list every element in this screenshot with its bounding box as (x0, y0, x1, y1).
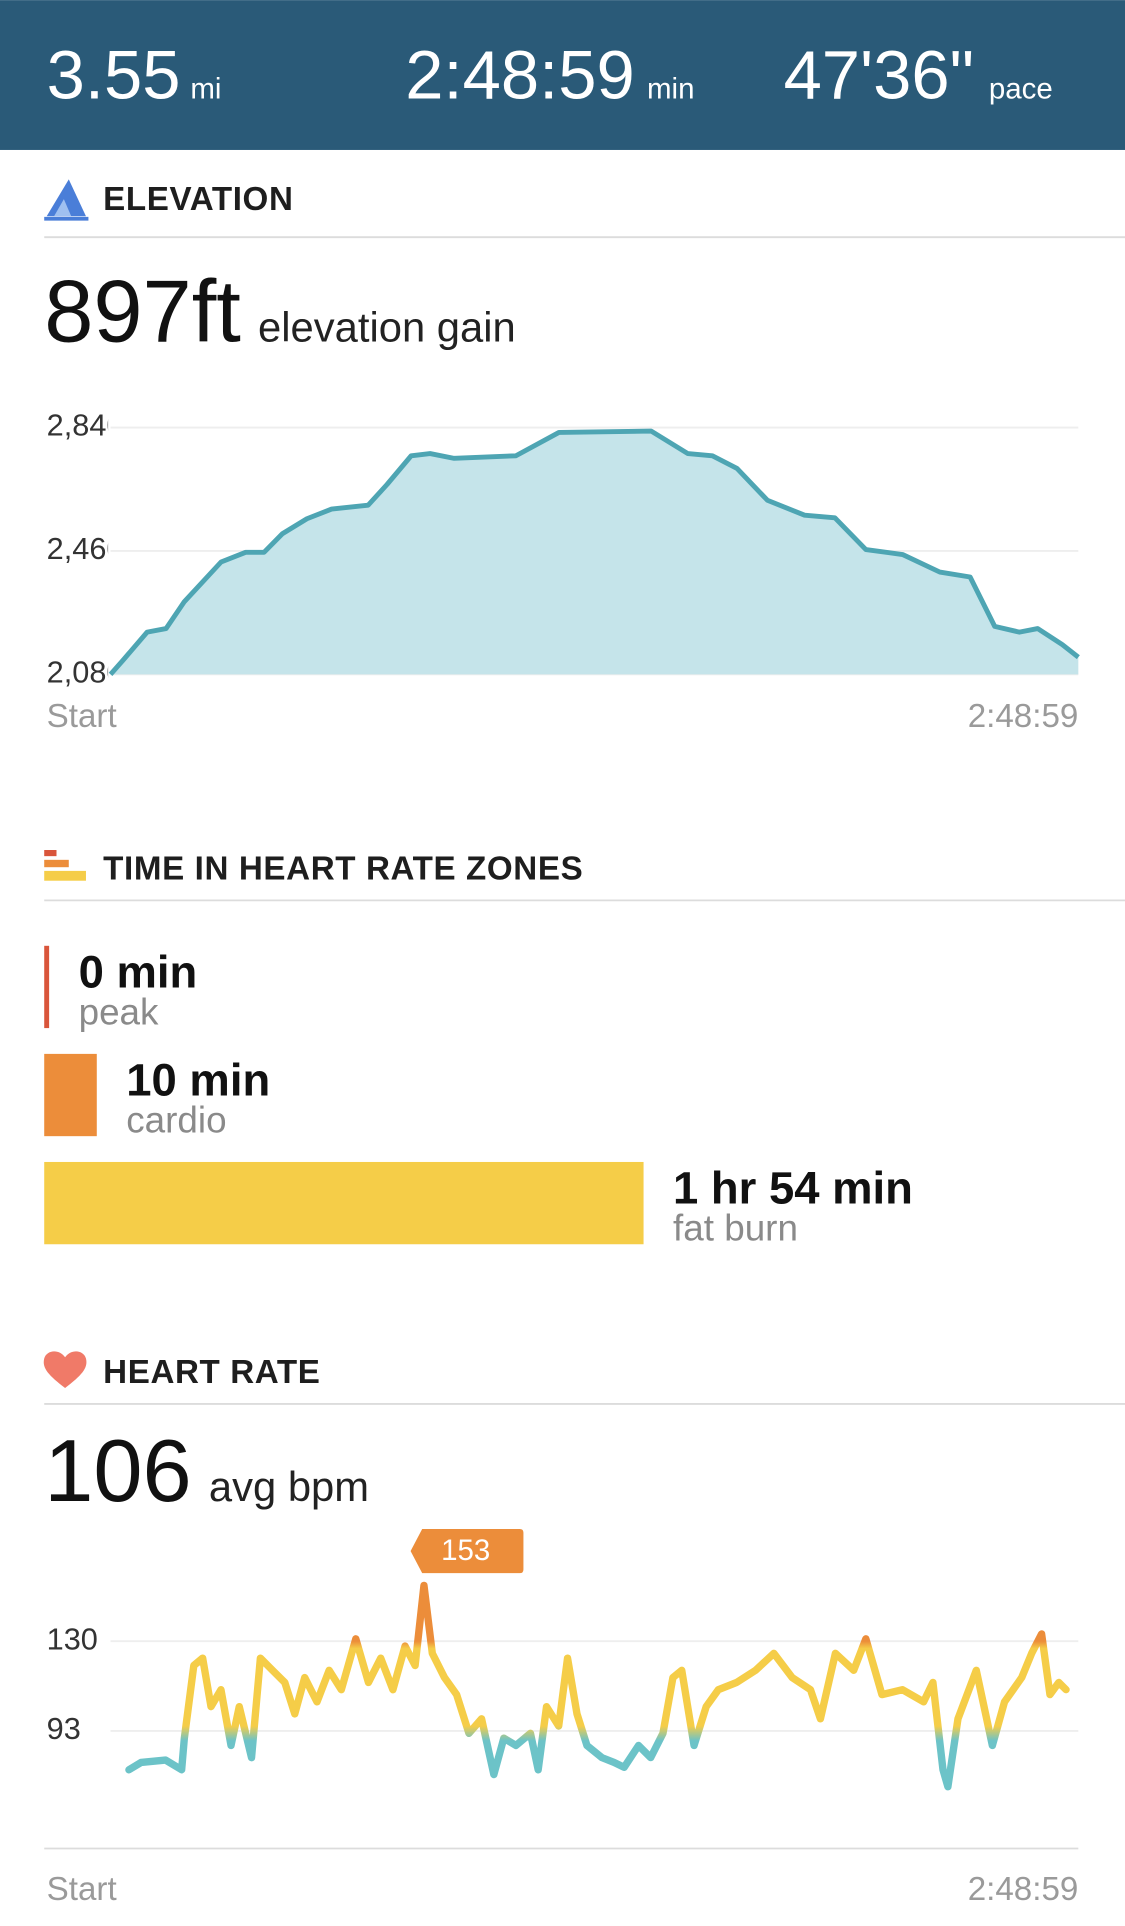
pace-value: 47'36" (784, 36, 975, 113)
elevation-icon (44, 179, 89, 221)
average-label: avg bpm (209, 1463, 369, 1510)
section-title: HEART RATE (103, 1354, 320, 1391)
gain-label: elevation gain (258, 304, 516, 351)
average-heart-rate: 106 avg bpm (44, 1421, 369, 1520)
y-tick-label: 2,840 (47, 408, 124, 443)
x-tick-label: 2:48:59 (968, 1871, 1079, 1908)
header-bar (0, 0, 1125, 150)
duration-value: 2:48:59 (405, 36, 634, 113)
zone-value: 10 min (126, 1055, 270, 1106)
duration-unit: min (647, 72, 694, 105)
elevation-line (108, 428, 1080, 677)
zone-value: 1 hr 54 min (673, 1163, 913, 1214)
y-tick-label: 2,460 (47, 531, 124, 566)
heart-rate-chart: 93 130 153 Start 2:48:59 (44, 1526, 1079, 1908)
y-tick-label: 93 (47, 1711, 81, 1746)
elevation-chart: 2,080 2,460 2,840 Start 2:48:59 (47, 408, 1080, 735)
average-value: 106 (44, 1421, 192, 1520)
y-tick-label: 130 (47, 1621, 98, 1656)
zones-icon (44, 850, 86, 881)
distance: 3.55 mi (47, 36, 222, 113)
pace: 47'36" pace (784, 36, 1053, 113)
elevation-gain: 897ft elevation gain (44, 262, 515, 361)
distance-unit: mi (190, 72, 221, 105)
section-title: TIME IN HEART RATE ZONES (103, 850, 583, 887)
zone-bar (44, 1161, 644, 1245)
x-tick-label: Start (47, 698, 117, 735)
gain-value: 897ft (44, 262, 241, 361)
zone-name: peak (79, 991, 159, 1032)
section-title: ELEVATION (103, 181, 293, 218)
pace-unit: pace (989, 72, 1053, 105)
y-tick-label: 2,080 (47, 654, 124, 689)
zone-name: fat burn (673, 1208, 798, 1249)
zone-value: 0 min (79, 947, 198, 998)
x-tick-label: 2:48:59 (968, 698, 1079, 735)
peak-label: 153 (441, 1534, 490, 1567)
x-tick-label: Start (47, 1871, 117, 1908)
duration: 2:48:59 min (405, 36, 694, 113)
distance-value: 3.55 (47, 36, 181, 113)
zone-bar (44, 1053, 97, 1137)
peak-badge (407, 1526, 526, 1576)
elevation-area (110, 431, 1079, 675)
zone-name: cardio (126, 1099, 226, 1140)
heart-rate-line (125, 1581, 1070, 1791)
heart-icon (43, 1351, 87, 1388)
zone-bar (44, 945, 50, 1029)
